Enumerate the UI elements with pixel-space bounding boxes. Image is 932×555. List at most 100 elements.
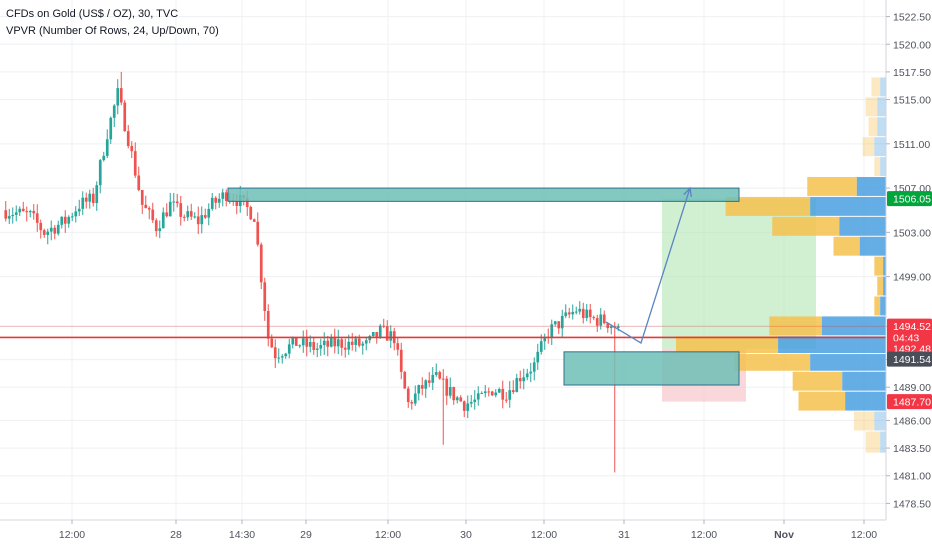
candle-body[interactable] [434, 372, 438, 375]
price-label[interactable]: 1487.70 [893, 397, 931, 409]
candle-body[interactable] [119, 88, 123, 103]
candle-body[interactable] [67, 216, 71, 224]
candle-body[interactable] [158, 228, 162, 232]
candle-body[interactable] [420, 385, 424, 389]
candle-body[interactable] [588, 309, 592, 318]
candle-body[interactable] [105, 139, 109, 156]
candle-body[interactable] [60, 216, 64, 225]
candle-body[interactable] [298, 345, 302, 347]
candle-body[interactable] [277, 357, 281, 359]
candle-body[interactable] [137, 175, 141, 191]
candle-body[interactable] [291, 337, 295, 345]
candle-body[interactable] [294, 337, 298, 346]
candle-body[interactable] [116, 88, 120, 106]
candles-layer[interactable] [4, 71, 620, 473]
candle-body[interactable] [214, 197, 218, 203]
candle-body[interactable] [319, 345, 323, 349]
candle-body[interactable] [4, 210, 8, 219]
candle-body[interactable] [70, 216, 74, 218]
candle-body[interactable] [249, 206, 253, 220]
resistance-zone[interactable] [227, 187, 740, 202]
candle-body[interactable] [494, 392, 498, 396]
candle-body[interactable] [126, 131, 130, 147]
candle-body[interactable] [91, 193, 95, 204]
candle-body[interactable] [32, 210, 36, 214]
candle-body[interactable] [130, 146, 134, 152]
candle-body[interactable] [77, 208, 81, 212]
candle-body[interactable] [39, 222, 43, 231]
candle-body[interactable] [252, 219, 256, 222]
trend-arrow[interactable] [605, 186, 692, 344]
candle-body[interactable] [49, 227, 53, 232]
candle-body[interactable] [571, 311, 575, 315]
candle-body[interactable] [315, 348, 319, 350]
candle-body[interactable] [406, 388, 410, 403]
candle-body[interactable] [529, 371, 533, 374]
candle-body[interactable] [385, 326, 389, 341]
candle-body[interactable] [84, 197, 88, 202]
candle-body[interactable] [336, 339, 340, 347]
candle-body[interactable] [263, 282, 267, 311]
candle-body[interactable] [459, 397, 463, 402]
arrow-path[interactable] [605, 187, 691, 344]
candle-body[interactable] [74, 211, 78, 217]
candle-body[interactable] [599, 314, 603, 326]
candle-body[interactable] [25, 211, 29, 213]
candle-body[interactable] [186, 211, 190, 218]
candle-body[interactable] [522, 377, 526, 382]
candle-body[interactable] [378, 325, 382, 337]
candle-body[interactable] [151, 209, 155, 221]
candle-body[interactable] [417, 385, 421, 394]
candle-body[interactable] [560, 316, 564, 329]
candle-body[interactable] [217, 198, 221, 203]
candle-body[interactable] [340, 339, 344, 348]
candle-body[interactable] [564, 312, 568, 317]
candle-body[interactable] [371, 332, 375, 337]
candle-body[interactable] [221, 192, 225, 199]
candle-body[interactable] [95, 185, 99, 204]
candle-body[interactable] [445, 378, 449, 396]
candle-body[interactable] [161, 212, 165, 229]
time-axis[interactable]: 12:00 28 14:30 29 12:00 30 12:00 31 12:00 Nov 12:0… [0, 519, 886, 550]
candle-body[interactable] [501, 388, 505, 400]
candle-body[interactable] [438, 372, 442, 379]
candle-body[interactable] [462, 401, 466, 411]
candle-body[interactable] [350, 341, 354, 345]
candle-body[interactable] [144, 204, 148, 209]
candle-body[interactable] [581, 308, 585, 319]
price-axis[interactable]: 1478.50 1481.00 1483.50 1486.00 1489.00 1491.… [885, 0, 932, 550]
candle-body[interactable] [364, 340, 368, 344]
candle-body[interactable] [396, 343, 400, 350]
candle-body[interactable] [518, 378, 522, 382]
candle-body[interactable] [312, 342, 316, 350]
candle-body[interactable] [343, 347, 347, 350]
candle-body[interactable] [308, 342, 312, 347]
candle-body[interactable] [375, 332, 379, 337]
candle-body[interactable] [203, 215, 207, 218]
candle-body[interactable] [606, 323, 610, 329]
candle-body[interactable] [154, 220, 158, 232]
candle-body[interactable] [595, 318, 599, 326]
candle-body[interactable] [88, 193, 92, 202]
candle-body[interactable] [179, 203, 183, 217]
candle-body[interactable] [427, 380, 431, 383]
candle-body[interactable] [21, 208, 25, 212]
candle-body[interactable] [165, 212, 169, 217]
candle-body[interactable] [63, 216, 67, 224]
candle-body[interactable] [508, 390, 512, 400]
candle-body[interactable] [182, 216, 186, 218]
candle-body[interactable] [424, 380, 428, 389]
candle-body[interactable] [207, 208, 211, 218]
candle-body[interactable] [140, 190, 144, 205]
candle-body[interactable] [301, 338, 305, 346]
candle-body[interactable] [532, 362, 536, 372]
candle-body[interactable] [235, 201, 239, 207]
candle-body[interactable] [53, 227, 57, 234]
candle-body[interactable] [483, 391, 487, 394]
candle-body[interactable] [585, 309, 589, 319]
candle-body[interactable] [18, 208, 22, 213]
candle-body[interactable] [266, 310, 270, 339]
candle-body[interactable] [280, 356, 284, 358]
candle-body[interactable] [578, 308, 582, 312]
candle-body[interactable] [574, 311, 578, 313]
